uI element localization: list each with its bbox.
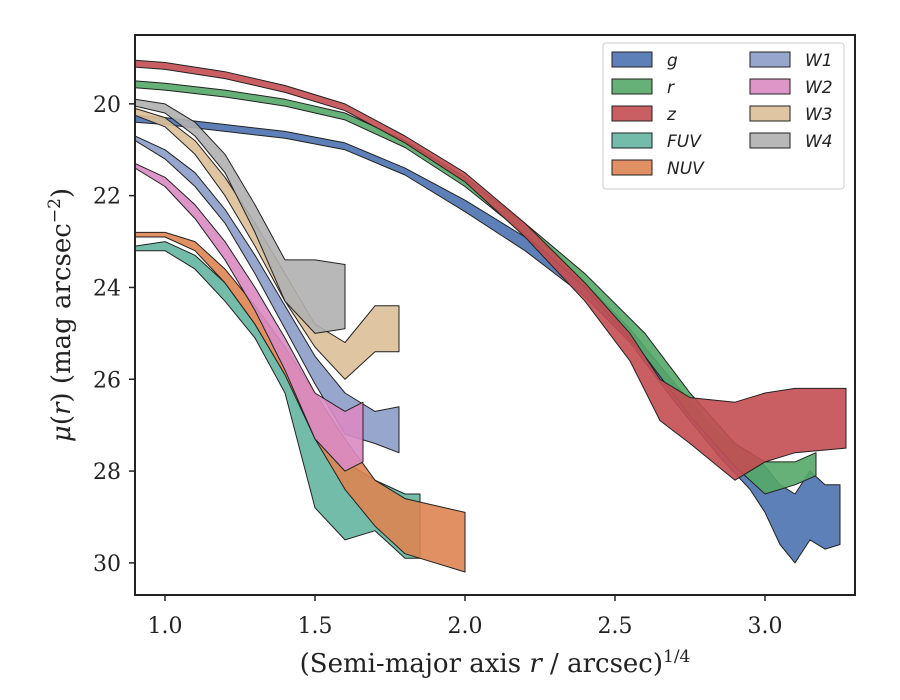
x-tick-label: 1.5 bbox=[298, 614, 333, 639]
x-tick-label: 2.0 bbox=[448, 614, 483, 639]
series-band-g bbox=[135, 114, 841, 564]
legend-swatch-g bbox=[611, 51, 653, 68]
y-axis-label: μ(r) (mag arcsec−2) bbox=[45, 188, 77, 442]
series-band-w2 bbox=[135, 163, 364, 472]
legend-swatch-r bbox=[611, 78, 653, 95]
legend-label-w2: W2 bbox=[805, 78, 833, 98]
legend-swatch-fuv bbox=[611, 132, 653, 149]
series-band-z bbox=[135, 59, 847, 481]
legend-label-w4: W4 bbox=[805, 132, 833, 152]
legend-label-fuv: FUV bbox=[667, 132, 702, 152]
y-axis: 20 22 24 26 28 30 bbox=[93, 93, 135, 577]
legend-label-w3: W3 bbox=[805, 105, 833, 125]
legend-swatch-w3 bbox=[749, 105, 791, 122]
legend-label-nuv: NUV bbox=[667, 159, 705, 179]
plot-frame bbox=[134, 34, 856, 596]
y-tick-label: 26 bbox=[93, 368, 121, 393]
legend-label-g: g bbox=[667, 51, 678, 71]
y-tick-label: 20 bbox=[93, 93, 121, 118]
legend-label-r: r bbox=[667, 78, 675, 98]
x-tick-label: 3.0 bbox=[748, 614, 783, 639]
legend-swatch-w2 bbox=[749, 78, 791, 95]
legend-swatch-z bbox=[611, 105, 653, 122]
x-tick-label: 1.0 bbox=[148, 614, 183, 639]
series-band-w1 bbox=[135, 135, 400, 454]
y-tick-label: 22 bbox=[93, 185, 121, 210]
y-tick-label: 24 bbox=[93, 276, 121, 301]
legend-label-w1: W1 bbox=[805, 51, 833, 71]
x-axis-label: (Semi-major axis r / arcsec)1/4 bbox=[300, 647, 691, 679]
x-tick-label: 2.5 bbox=[598, 614, 633, 639]
series-layer bbox=[135, 59, 847, 573]
y-tick-label: 28 bbox=[93, 460, 121, 485]
legend: grz FUV NUV W1 W2 W3 W4 bbox=[602, 42, 845, 190]
legend-swatch-w4 bbox=[749, 132, 791, 149]
legend-label-z: z bbox=[666, 105, 677, 125]
legend-swatch-nuv bbox=[611, 159, 653, 176]
y-tick-label: 30 bbox=[93, 552, 121, 577]
legend-swatch-w1 bbox=[749, 51, 791, 68]
x-axis: 1.0 1.5 2.0 2.5 3.0 bbox=[148, 595, 783, 639]
series-band-w4 bbox=[135, 98, 346, 334]
